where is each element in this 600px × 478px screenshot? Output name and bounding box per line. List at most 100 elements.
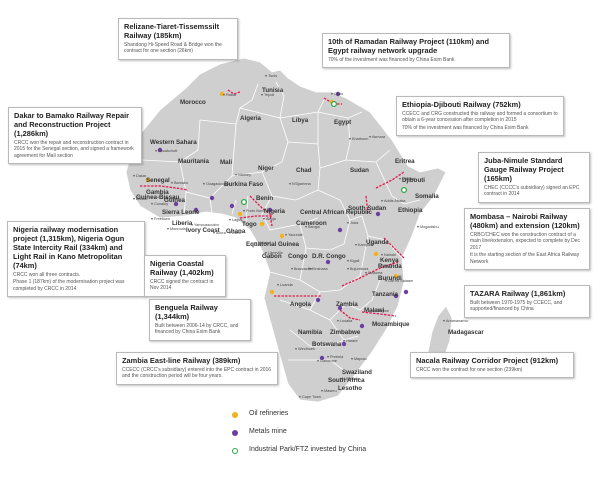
project-box-benguela: Benguela Railway (1,344km) Built between… bbox=[149, 299, 251, 341]
city-dot bbox=[213, 231, 215, 234]
city-label: Mogadishu bbox=[420, 225, 439, 229]
city-dot bbox=[309, 267, 311, 270]
legend-item-industrial: Industrial Park/FTZ invested by China bbox=[232, 445, 432, 463]
city-label: Antananarivo bbox=[446, 319, 468, 323]
city-label: Brazzaville bbox=[294, 267, 312, 271]
project-box-nacala: Nacala Railway Corridor Project (912km) … bbox=[410, 352, 574, 379]
project-title: Mombasa – Nairobi Railway (480km) and ex… bbox=[470, 212, 580, 230]
city-label: Bamako bbox=[174, 181, 188, 185]
city-label: Kampala bbox=[358, 243, 374, 247]
project-title: TAZARA Railway (1,861km) bbox=[470, 289, 566, 298]
project-title: Ethiopia-Djibouti Railway (752km) bbox=[402, 100, 521, 109]
project-desc: It is the starting section of the East A… bbox=[470, 252, 580, 265]
city-dot bbox=[151, 202, 153, 205]
project-desc: Built between 1970-1975 by CCECC, and su… bbox=[470, 300, 563, 313]
project-desc: CRBC/CHEC won the construction contract … bbox=[470, 232, 581, 251]
project-box-zambia-east-line: Zambia East-line Railway (389km) CCECC (… bbox=[116, 352, 278, 385]
country-label: Mauritania bbox=[178, 158, 210, 165]
country-label: Togo bbox=[242, 221, 257, 228]
city-label: Rabat bbox=[226, 93, 237, 97]
country-label: Angola bbox=[290, 301, 312, 308]
country-borders bbox=[141, 81, 421, 373]
country-label: Djibouti bbox=[402, 177, 425, 184]
country-label: Kenya bbox=[380, 257, 399, 264]
project-box-ethiopia-djibouti: Ethiopia-Djibouti Railway (752km) CCECC … bbox=[396, 96, 564, 137]
country-label: Sierra Leone bbox=[162, 209, 200, 216]
city-label: Nairobi bbox=[384, 253, 396, 257]
city-dot bbox=[347, 221, 349, 224]
city-label: Djibouti bbox=[402, 177, 415, 181]
city-dot bbox=[285, 233, 287, 236]
country-label: Burkina Faso bbox=[224, 181, 263, 188]
country-label: Gambia bbox=[146, 189, 169, 196]
city-label: Khartoum bbox=[352, 137, 368, 141]
project-box-mombasa-nairobi: Mombasa – Nairobi Railway (480km) and ex… bbox=[464, 208, 590, 271]
city-labels: Tunis Tripoli Rabat Cairo Khartoum Asmara Djib… bbox=[133, 74, 468, 399]
city-label: Maseru bbox=[324, 389, 337, 393]
country-label: Zimbabwe bbox=[330, 329, 361, 336]
city-label: Libreville bbox=[268, 251, 283, 255]
city-dot bbox=[191, 223, 193, 226]
project-title: Nacala Railway Corridor Project (912km) bbox=[416, 356, 559, 365]
city-dot bbox=[317, 359, 319, 362]
country-label: Lesotho bbox=[338, 385, 362, 392]
city-label: Luanda bbox=[280, 283, 294, 287]
project-title: Relizane-Tiaret-Tissemssilt Railway (185… bbox=[124, 22, 220, 40]
city-dot bbox=[385, 279, 387, 282]
country-label: Gabon bbox=[262, 253, 282, 260]
city-label: Harare bbox=[346, 339, 358, 343]
city-dot bbox=[203, 182, 205, 185]
country-label: Nigeria bbox=[264, 208, 286, 215]
city-label: Bissau bbox=[136, 197, 147, 201]
city-label: Dodoma bbox=[368, 271, 383, 275]
country-label: Mali bbox=[220, 159, 232, 166]
city-dot bbox=[235, 173, 237, 176]
city-dot bbox=[277, 283, 279, 286]
city-dot bbox=[223, 93, 225, 96]
project-desc: CCECC and CRG constructed this railway a… bbox=[402, 111, 558, 124]
country-label: Tunisia bbox=[262, 87, 284, 94]
country-label: Uganda bbox=[366, 239, 389, 246]
country-label: Namibia bbox=[298, 329, 323, 336]
country-label: Tanzania bbox=[372, 291, 399, 298]
country-label: Benin bbox=[256, 195, 273, 202]
country-label: South Africa bbox=[328, 377, 365, 384]
city-dot bbox=[243, 209, 245, 212]
country-label: Malawi bbox=[364, 307, 385, 314]
country-label: Mozambique bbox=[372, 321, 410, 328]
city-dot bbox=[133, 197, 135, 200]
city-dot bbox=[399, 177, 401, 180]
project-title: Dakar to Bamako Railway Repair and Recon… bbox=[14, 111, 130, 138]
city-label: Yaoundé bbox=[288, 233, 303, 237]
city-label: Accra bbox=[216, 231, 227, 235]
country-label: Rwanda bbox=[378, 263, 402, 270]
project-box-nigeria-coastal: Nigeria Coastal Railway (1,402km) CRCC s… bbox=[144, 255, 226, 297]
city-label: Lomé bbox=[232, 231, 242, 235]
city-label: Yamoussoukro bbox=[194, 223, 219, 227]
legend-item-metals: Metals mine bbox=[232, 427, 432, 445]
city-label: Bujumbura bbox=[350, 267, 369, 271]
city-label: Bangui bbox=[308, 225, 320, 229]
city-dot bbox=[341, 377, 343, 380]
oil-refinery-icon bbox=[232, 412, 238, 418]
country-label: Libya bbox=[292, 117, 309, 124]
project-title: Juba-Nimule Standard Gauge Railway Proje… bbox=[484, 156, 564, 183]
city-dot bbox=[265, 251, 267, 254]
city-label: N'Djamena bbox=[292, 182, 312, 186]
city-label: Kinshasa bbox=[312, 267, 329, 271]
country-label: Equatorial Guinea bbox=[246, 241, 300, 248]
city-label: Juba bbox=[350, 221, 359, 225]
project-box-nigeria-modernisation: Nigeria railway modernisation project (1… bbox=[7, 221, 145, 298]
city-dot bbox=[381, 199, 383, 202]
country-label: Niger bbox=[258, 165, 274, 172]
country-label: Somalia bbox=[415, 193, 439, 200]
city-label: Dakar bbox=[136, 174, 147, 178]
city-dot bbox=[369, 135, 371, 138]
city-dot bbox=[265, 74, 267, 77]
city-dot bbox=[355, 243, 357, 246]
city-label: Nouakchott bbox=[158, 149, 178, 153]
project-desc: CCECC (CRCC's subsidiary) entered into t… bbox=[122, 367, 272, 380]
country-label: Liberia bbox=[172, 220, 193, 227]
city-label: Kigali bbox=[350, 259, 359, 263]
